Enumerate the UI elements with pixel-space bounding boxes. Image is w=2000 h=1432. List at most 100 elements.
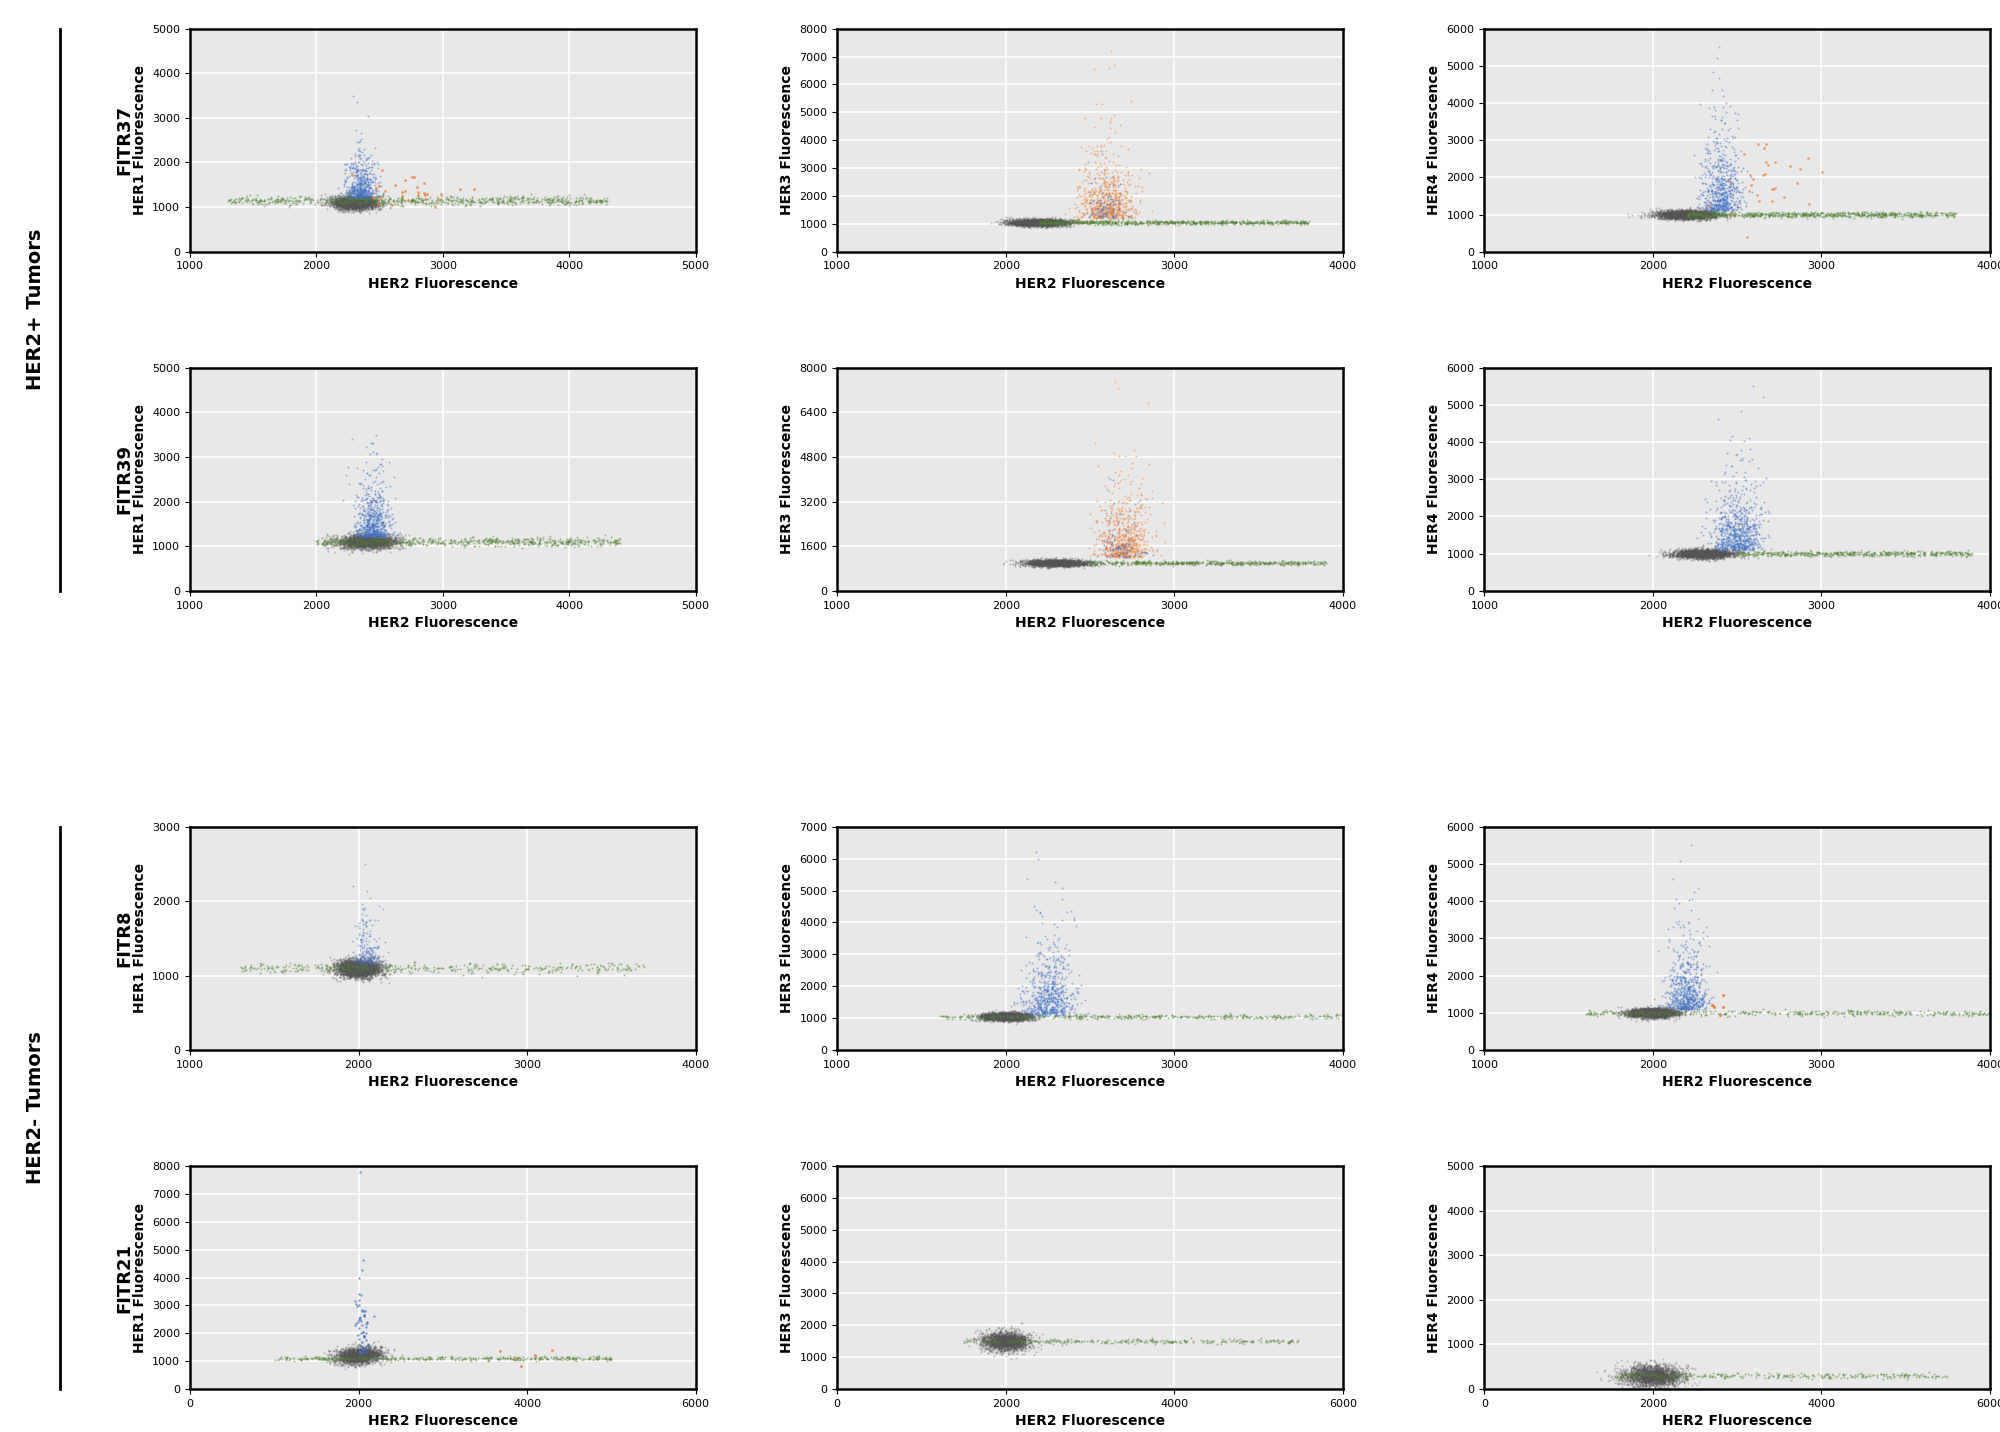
Point bbox=[1064, 158, 1096, 180]
Point bbox=[1088, 172, 1120, 195]
Point bbox=[1688, 543, 1720, 566]
Point bbox=[356, 193, 388, 216]
Point bbox=[1882, 1001, 1914, 1024]
Point bbox=[1026, 211, 1058, 233]
Point bbox=[1654, 1370, 1686, 1393]
Point bbox=[992, 1004, 1024, 1027]
Point bbox=[344, 193, 376, 216]
Point bbox=[1820, 543, 1852, 566]
Point bbox=[1686, 541, 1718, 564]
Point bbox=[1672, 203, 1704, 226]
Point bbox=[346, 533, 378, 556]
Point bbox=[1714, 527, 1746, 550]
Point bbox=[1028, 550, 1060, 573]
Point bbox=[1034, 551, 1066, 574]
Point bbox=[1668, 1368, 1700, 1390]
Point bbox=[1630, 1004, 1662, 1027]
Point bbox=[1642, 1359, 1674, 1382]
Point bbox=[1112, 520, 1144, 543]
Point bbox=[990, 1005, 1022, 1028]
Point bbox=[1660, 941, 1692, 964]
Point bbox=[1298, 553, 1330, 576]
Point bbox=[998, 1007, 1030, 1030]
Point bbox=[1004, 1004, 1036, 1027]
Point bbox=[336, 189, 368, 212]
Point bbox=[1006, 1333, 1038, 1356]
Point bbox=[1034, 212, 1066, 235]
Point bbox=[1666, 199, 1698, 222]
Point bbox=[1626, 1363, 1658, 1386]
Point bbox=[1000, 1330, 1032, 1353]
Point bbox=[340, 951, 372, 974]
Point bbox=[342, 192, 374, 215]
Point bbox=[1652, 1000, 1684, 1022]
Point bbox=[348, 195, 380, 218]
Point bbox=[1702, 541, 1734, 564]
Point bbox=[388, 1348, 420, 1370]
Point bbox=[336, 958, 368, 981]
Point bbox=[338, 192, 370, 215]
Point bbox=[1224, 553, 1256, 576]
Point bbox=[354, 526, 386, 548]
Point bbox=[356, 949, 388, 972]
Point bbox=[1012, 212, 1044, 235]
Point bbox=[1638, 1355, 1670, 1378]
Point bbox=[1618, 1000, 1650, 1022]
Point bbox=[1040, 551, 1072, 574]
Point bbox=[1104, 551, 1136, 574]
Point bbox=[1702, 547, 1734, 570]
Point bbox=[350, 1350, 382, 1373]
Point bbox=[1632, 1362, 1664, 1385]
Point bbox=[1080, 195, 1112, 218]
Point bbox=[1626, 998, 1658, 1021]
Point bbox=[1644, 997, 1676, 1020]
Point bbox=[1048, 553, 1080, 576]
Point bbox=[1084, 196, 1116, 219]
Point bbox=[974, 1327, 1006, 1350]
Point bbox=[1042, 209, 1074, 232]
Point bbox=[352, 521, 384, 544]
Point bbox=[1670, 203, 1702, 226]
Point bbox=[1714, 192, 1746, 215]
Point bbox=[1856, 1002, 1888, 1025]
Point bbox=[350, 189, 382, 212]
Point bbox=[984, 1002, 1016, 1025]
Point bbox=[1646, 1001, 1678, 1024]
Point bbox=[1694, 205, 1726, 228]
Point bbox=[1648, 998, 1680, 1021]
Point bbox=[1688, 200, 1720, 223]
Point bbox=[1096, 165, 1128, 188]
Point bbox=[342, 948, 374, 971]
Point bbox=[1688, 541, 1720, 564]
Point bbox=[1106, 203, 1138, 226]
Point bbox=[1218, 212, 1250, 235]
Point bbox=[500, 185, 532, 208]
Point bbox=[1010, 1004, 1042, 1027]
Point bbox=[1642, 1362, 1674, 1385]
Point bbox=[1038, 550, 1070, 573]
Point bbox=[1632, 1002, 1664, 1025]
Point bbox=[332, 958, 364, 981]
Point bbox=[372, 533, 404, 556]
Point bbox=[1658, 208, 1690, 231]
Point bbox=[344, 169, 376, 192]
Point bbox=[338, 195, 370, 218]
Point bbox=[1698, 203, 1730, 226]
Point bbox=[1626, 1002, 1658, 1025]
Point bbox=[998, 1326, 1030, 1349]
Point bbox=[986, 1330, 1018, 1353]
Point bbox=[1676, 541, 1708, 564]
Point bbox=[1674, 957, 1706, 979]
Point bbox=[332, 1343, 364, 1366]
Point bbox=[980, 1007, 1012, 1030]
Point bbox=[1236, 1329, 1268, 1352]
Point bbox=[996, 1323, 1028, 1346]
Point bbox=[988, 1327, 1020, 1350]
Point bbox=[532, 190, 564, 213]
Point bbox=[1674, 203, 1706, 226]
Point bbox=[1130, 211, 1162, 233]
Point bbox=[988, 1005, 1020, 1028]
Point bbox=[332, 190, 364, 213]
Point bbox=[344, 196, 376, 219]
Point bbox=[1638, 1001, 1670, 1024]
